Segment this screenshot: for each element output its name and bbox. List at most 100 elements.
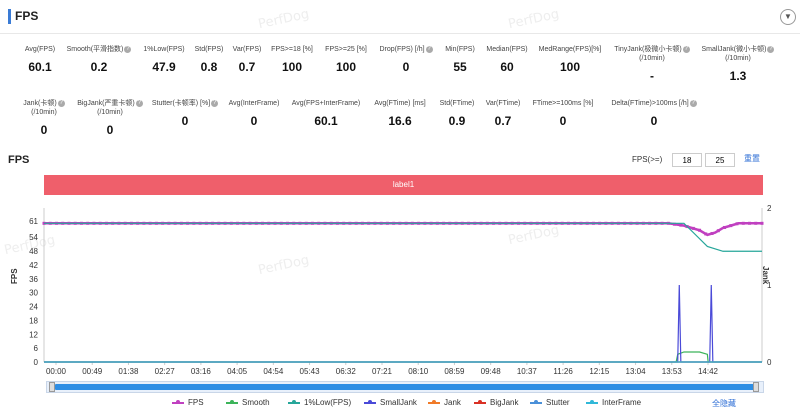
info-icon[interactable]: ? <box>767 45 775 53</box>
scrollbar-left-handle[interactable] <box>49 382 55 392</box>
legend-swatch <box>474 399 486 404</box>
metric-value: 0 <box>181 114 189 128</box>
legend-swatch <box>364 399 376 404</box>
y-right-tick-label: 1 <box>767 281 772 290</box>
metric-value: 100 <box>335 60 357 74</box>
fps-point <box>735 222 739 226</box>
metric: Median(FPS) 60 <box>457 45 557 74</box>
info-icon[interactable]: ? <box>425 45 433 53</box>
metric-value: 60.1 <box>314 114 338 128</box>
metric-value: 100 <box>281 60 303 74</box>
metric: Stutter(卡顿率) [%]? 0 <box>135 99 235 128</box>
scrollbar-thumb[interactable] <box>55 384 755 390</box>
x-tick-label: 07:21 <box>372 367 393 376</box>
x-tick-label: 08:10 <box>408 367 429 376</box>
y-left-tick-label: 24 <box>29 303 38 312</box>
info-icon[interactable]: ? <box>57 99 65 107</box>
metric-label: Drop(FPS) [/h]? <box>379 45 433 53</box>
info-icon[interactable]: ? <box>689 99 697 107</box>
info-icon[interactable]: ? <box>211 99 219 107</box>
x-tick-label: 05:43 <box>300 367 321 376</box>
chevron-down-icon[interactable]: ▼ <box>780 9 796 25</box>
metric: Smooth(平滑指数)? 0.2 <box>49 45 149 74</box>
metric-value: 0 <box>40 123 48 137</box>
hide-all-link[interactable]: 全隐藏 <box>712 399 736 408</box>
metric-value: 1.3 <box>729 69 747 83</box>
legend-item[interactable]: SmallJank <box>364 398 417 407</box>
y-left-tick-label: 54 <box>29 233 38 242</box>
x-tick-label: 00:49 <box>82 367 103 376</box>
metric: TinyJank(极微小卡顿)? (/10min) - <box>602 45 702 83</box>
legend-item[interactable]: 1%Low(FPS) <box>288 398 351 407</box>
scrollbar-right-handle[interactable] <box>753 382 759 392</box>
legend-swatch <box>226 399 238 404</box>
x-tick-label: 04:54 <box>263 367 284 376</box>
info-icon[interactable]: ? <box>124 45 132 53</box>
y-left-tick-label: 61 <box>29 217 38 226</box>
x-tick-label: 00:00 <box>46 367 67 376</box>
metric-value: 60 <box>500 60 514 74</box>
metric-label: Stutter(卡顿率) [%]? <box>151 99 219 107</box>
legend-label: BigJank <box>490 398 519 407</box>
legend-item[interactable]: InterFrame <box>586 398 641 407</box>
legend-item[interactable]: Stutter <box>530 398 570 407</box>
legend-swatch <box>288 399 300 404</box>
y-left-tick-label: 18 <box>29 316 38 325</box>
threshold-label: FPS(>=) <box>632 155 663 164</box>
metric-value: 0.9 <box>448 114 466 128</box>
metric: Jank(卡顿)? (/10min) 0 <box>0 99 94 137</box>
metric-label: Avg(FPS) <box>24 46 56 53</box>
metric-value: 0.7 <box>238 60 256 74</box>
time-range-scrollbar[interactable] <box>46 381 764 393</box>
metric: Min(FPS) 55 <box>410 45 510 74</box>
series-line-fps <box>44 222 762 237</box>
metric: Std(FTime) 0.9 <box>407 99 507 128</box>
metric-label: Std(FPS) <box>194 46 224 53</box>
legend-item[interactable]: Jank <box>428 398 461 407</box>
fps-point <box>698 228 702 232</box>
y-right-tick-label: 2 <box>767 204 772 213</box>
chart-title: FPS <box>8 154 30 166</box>
metric-value: 0 <box>650 114 658 128</box>
threshold-input-2[interactable] <box>705 153 735 167</box>
y-left-tick-label: 36 <box>29 275 38 284</box>
chart-legend: 全隐藏 FPS Smooth 1%Low(FPS) SmallJank Jank BigJ… <box>0 398 800 408</box>
metric-label: Avg(FTime) [ms] <box>374 100 426 107</box>
metric-value: 55 <box>453 60 467 74</box>
metric: FPS>=18 [%] 100 <box>242 45 342 74</box>
metric-label: BigJank(严重卡顿)? (/10min) <box>77 99 143 116</box>
y-left-tick-label: 6 <box>34 344 39 353</box>
x-tick-label: 12:15 <box>589 367 610 376</box>
metric-label: Jank(卡顿)? (/10min) <box>23 99 65 116</box>
legend-label: Jank <box>444 398 461 407</box>
fps-point <box>748 221 752 225</box>
x-tick-label: 09:48 <box>481 367 502 376</box>
metric: BigJank(严重卡顿)? (/10min) 0 <box>60 99 160 137</box>
legend-item[interactable]: BigJank <box>474 398 518 407</box>
fps-point <box>716 229 720 233</box>
metric: FTime>=100ms [%] 0 <box>513 99 613 128</box>
fps-point <box>723 225 727 229</box>
legend-label: SmallJank <box>380 398 417 407</box>
fps-point <box>729 224 733 228</box>
fps-point <box>760 221 764 225</box>
metric-label: Min(FPS) <box>445 46 475 53</box>
metric-value: 0.7 <box>494 114 512 128</box>
metric: Var(FPS) 0.7 <box>197 45 297 74</box>
legend-label: FPS <box>188 398 204 407</box>
legend-item[interactable]: FPS <box>172 398 204 407</box>
metric-value: 0 <box>402 60 410 74</box>
metric: Avg(FPS+InterFrame) 60.1 <box>276 99 376 128</box>
legend-item[interactable]: Smooth <box>226 398 270 407</box>
metric-label: Delta(FTime)>100ms [/h]? <box>611 99 697 107</box>
section-header: FPS ▼ <box>0 0 800 34</box>
metric: Avg(FPS) 60.1 <box>0 45 90 74</box>
reset-link[interactable]: 重置 <box>744 154 760 163</box>
info-icon[interactable]: ? <box>135 99 143 107</box>
y-left-tick-label: 42 <box>29 261 38 270</box>
legend-label: Smooth <box>242 398 270 407</box>
threshold-input-1[interactable] <box>672 153 702 167</box>
label-bar[interactable]: label1 <box>44 175 763 195</box>
info-icon[interactable]: ? <box>682 45 690 53</box>
